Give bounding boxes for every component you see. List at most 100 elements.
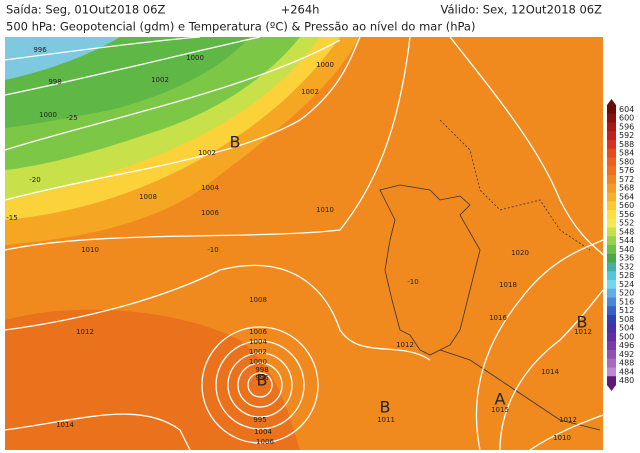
- colorbar-swatch: [607, 306, 616, 316]
- isobar-label: 1010: [316, 206, 334, 214]
- colorbar-swatch: [607, 332, 616, 342]
- colorbar-tick-label: 564: [619, 192, 634, 201]
- isobar-label: 1000: [186, 54, 204, 62]
- isobar-label: 1004: [254, 428, 272, 436]
- colorbar-tick-label: 548: [619, 227, 634, 236]
- colorbar-tick-label: 600: [619, 114, 634, 123]
- isobar-label: 1006: [249, 328, 267, 336]
- colorbar-tick-label: 528: [619, 271, 634, 280]
- temperature-label: -15: [6, 214, 17, 222]
- isobar-label: 1006: [201, 209, 219, 217]
- isobar-label: 1000: [249, 358, 267, 366]
- isobar-label: 1002: [249, 348, 267, 356]
- colorbar-tick-label: 572: [619, 175, 634, 184]
- isobar-label: 1015: [491, 406, 509, 414]
- colorbar-swatch: [607, 288, 616, 298]
- isobar-label: 1016: [489, 314, 507, 322]
- colorbar-tick-label: 492: [619, 350, 634, 359]
- pressure-center: B: [577, 313, 588, 332]
- isobar-label: 1002: [301, 88, 319, 96]
- colorbar-tick-label: 484: [619, 367, 634, 376]
- colorbar-tick-label: 544: [619, 236, 634, 245]
- colorbar-top-arrow: [607, 99, 616, 105]
- colorbar-swatch: [607, 183, 616, 193]
- colorbar-tick-label: 568: [619, 184, 634, 193]
- colorbar-swatch: [607, 166, 616, 176]
- colorbar-swatch: [607, 358, 616, 368]
- isobar-label: 1004: [249, 338, 267, 346]
- colorbar-tick-label: 592: [619, 131, 634, 140]
- colorbar-swatch: [607, 210, 616, 220]
- isobar-label: 1008: [249, 296, 267, 304]
- colorbar-swatch: [607, 175, 616, 185]
- colorbar-swatch: [607, 315, 616, 325]
- colorbar-swatch: [607, 350, 616, 360]
- colorbar-swatch: [607, 297, 616, 307]
- temperature-label: -20: [29, 176, 40, 184]
- colorbar-tick-label: 536: [619, 254, 634, 263]
- colorbar-swatch: [607, 341, 616, 351]
- isobar-label: 1018: [499, 281, 517, 289]
- isobar-label: 1012: [559, 416, 577, 424]
- isobar-label: 1012: [396, 341, 414, 349]
- isobar-label: 1010: [81, 246, 99, 254]
- colorbar-tick-label: 576: [619, 166, 634, 175]
- isobar-label: 1020: [511, 249, 529, 257]
- colorbar-swatch: [607, 271, 616, 281]
- colorbar-tick-label: 524: [619, 280, 634, 289]
- isobar-label: 1014: [56, 421, 74, 429]
- colorbar-tick-label: 516: [619, 297, 634, 306]
- colorbar-swatch: [607, 140, 616, 150]
- colorbar-swatch: [607, 227, 616, 237]
- isobar-label: 1002: [198, 149, 216, 157]
- colorbar-tick-label: 480: [619, 376, 634, 385]
- colorbar-bottom-arrow: [607, 385, 616, 391]
- isobar-label: 998: [48, 78, 61, 86]
- colorbar-swatch: [607, 262, 616, 272]
- map-title: 500 hPa: Geopotencial (gdm) e Temperatur…: [6, 20, 475, 34]
- colorbar-swatch: [607, 192, 616, 202]
- colorbar-swatch: [607, 148, 616, 158]
- temperature-label: -25: [66, 114, 77, 122]
- colorbar-tick-label: 596: [619, 122, 634, 131]
- colorbar-tick-label: 540: [619, 245, 634, 254]
- isobar-label: 1004: [201, 184, 219, 192]
- colorbar-tick-label: 584: [619, 149, 634, 158]
- colorbar-swatch: [607, 236, 616, 246]
- colorbar-tick-label: 552: [619, 219, 634, 228]
- colorbar-tick-label: 500: [619, 332, 634, 341]
- issued-time: Saída: Seg, 01Out2018 06Z: [6, 3, 165, 17]
- colorbar-tick-label: 504: [619, 324, 634, 333]
- pressure-center: A: [495, 390, 506, 409]
- colorbar-tick-label: 508: [619, 315, 634, 324]
- isobar-label: 1000: [39, 111, 57, 119]
- pressure-center: B: [230, 133, 241, 152]
- colorbar-swatch: [607, 253, 616, 263]
- isobar-label: 998: [255, 366, 268, 374]
- colorbar-swatch: [607, 105, 616, 115]
- colorbar-tick-label: 496: [619, 341, 634, 350]
- isobar-label: 1011: [377, 416, 395, 424]
- colorbar-tick-label: 604: [619, 105, 634, 114]
- colorbar-swatch: [607, 280, 616, 290]
- colorbar-swatch: [607, 113, 616, 123]
- colorbar-swatch: [607, 376, 616, 386]
- colorbar-swatch: [607, 131, 616, 141]
- isobar-label: 996: [255, 374, 269, 382]
- isobar-label: 1014: [541, 368, 559, 376]
- colorbar-swatch: [607, 122, 616, 132]
- colorbar-swatch: [607, 201, 616, 211]
- colorbar-swatch: [607, 323, 616, 333]
- pressure-center: B: [380, 398, 391, 417]
- colorbar-swatch: [607, 367, 616, 377]
- isobar-label: 1012: [76, 328, 94, 336]
- lead-time: +264h: [281, 3, 320, 17]
- isobar-label: 996: [33, 46, 47, 54]
- colorbar-tick-label: 488: [619, 359, 634, 368]
- isobar-label: 1002: [151, 76, 169, 84]
- colorbar-tick-label: 512: [619, 306, 634, 315]
- map-field: [5, 37, 603, 450]
- isobar-label: 1008: [139, 193, 157, 201]
- colorbar-tick-label: 556: [619, 210, 634, 219]
